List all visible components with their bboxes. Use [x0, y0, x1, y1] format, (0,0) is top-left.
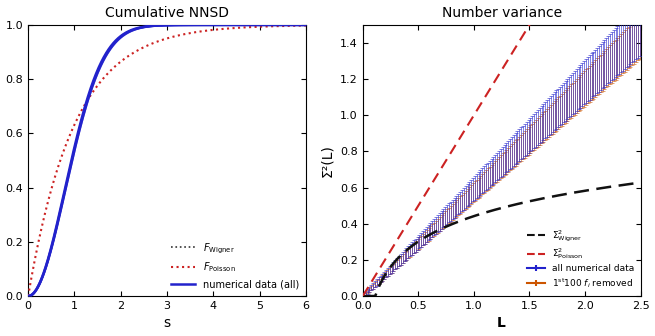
- numerical data (all): [39, 275, 47, 279]
- numerical data (all): [294, 23, 302, 27]
- Title: Number variance: Number variance: [441, 6, 562, 19]
- $F_\mathregular{Wigner}$: [294, 23, 302, 27]
- $F_\mathregular{Poisson}$: [294, 24, 302, 28]
- Title: Cumulative NNSD: Cumulative NNSD: [105, 6, 229, 19]
- X-axis label: L: L: [497, 317, 506, 330]
- Line: $F_\mathregular{Poisson}$: $F_\mathregular{Poisson}$: [28, 26, 306, 296]
- Line: numerical data (all): numerical data (all): [28, 25, 306, 296]
- numerical data (all): [24, 294, 32, 298]
- numerical data (all): [243, 23, 251, 27]
- $F_\mathregular{Wigner}$: [152, 24, 160, 28]
- $F_\mathregular{Wigner}$: [39, 275, 47, 279]
- $F_\mathregular{Wigner}$: [294, 23, 302, 27]
- $F_\mathregular{Poisson}$: [294, 24, 302, 28]
- numerical data (all): [302, 23, 310, 27]
- X-axis label: s: s: [164, 317, 171, 330]
- $F_\mathregular{Poisson}$: [152, 40, 160, 44]
- $F_\mathregular{Poisson}$: [24, 294, 32, 298]
- $F_\mathregular{Poisson}$: [243, 25, 251, 29]
- Legend: $\Sigma^2_\mathregular{Wigner}$, $\Sigma^2_\mathregular{Poisson}$, all numerical: $\Sigma^2_\mathregular{Wigner}$, $\Sigma…: [523, 224, 638, 293]
- numerical data (all): [294, 23, 302, 27]
- Legend: $F_\mathregular{Wigner}$, $F_\mathregular{Poisson}$, numerical data (all): $F_\mathregular{Wigner}$, $F_\mathregula…: [167, 238, 303, 293]
- $F_\mathregular{Poisson}$: [302, 24, 310, 28]
- Line: $F_\mathregular{Wigner}$: $F_\mathregular{Wigner}$: [28, 25, 306, 296]
- $F_\mathregular{Wigner}$: [302, 23, 310, 27]
- Y-axis label: Σ²(L): Σ²(L): [320, 144, 335, 177]
- $F_\mathregular{Wigner}$: [159, 23, 167, 27]
- $F_\mathregular{Wigner}$: [243, 23, 251, 27]
- $F_\mathregular{Wigner}$: [24, 294, 32, 298]
- $F_\mathregular{Poisson}$: [159, 38, 167, 42]
- $F_\mathregular{Poisson}$: [39, 222, 47, 226]
- numerical data (all): [159, 23, 167, 27]
- numerical data (all): [152, 24, 160, 28]
